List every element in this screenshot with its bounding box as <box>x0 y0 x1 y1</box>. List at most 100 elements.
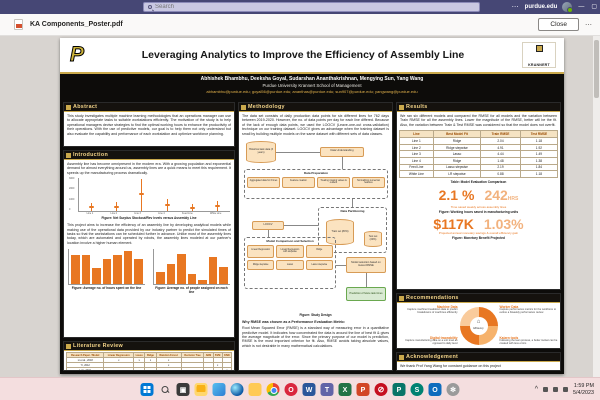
section-bullet-icon <box>66 104 71 110</box>
document-title: KA Components_Poster.pdf <box>30 21 123 28</box>
pdf-file-icon <box>14 19 23 30</box>
list-item: Feature creation <box>282 176 315 188</box>
section-acknowledgement: Acknowledgement We thank Prof Yang Wang … <box>396 352 561 371</box>
photos-icon[interactable] <box>212 382 226 396</box>
authors-band: Abhishek Bhambhu, Deeksha Goyal, Sudarsh… <box>60 74 564 99</box>
task-view-icon[interactable] <box>176 382 190 396</box>
chrome-icon[interactable] <box>266 382 280 396</box>
section-bullet-icon <box>66 343 71 349</box>
folder-icon[interactable] <box>248 382 262 396</box>
violin-x-labels: Line 1 Line 2 Line 3 Line 4 Feed Line White L… <box>78 212 230 215</box>
violin-caption: Figure: Net Surplus Stockout/Rev levels … <box>101 216 197 221</box>
stat-efficiency-gain: 1.03% <box>483 215 524 232</box>
battery-icon[interactable] <box>563 387 569 392</box>
section-bullet-icon <box>399 354 404 360</box>
stat-money-saved: $117K <box>433 215 474 232</box>
search-icon[interactable] <box>159 383 172 396</box>
affiliation: Purdue University Krannert School of Man… <box>262 83 362 88</box>
opera-icon[interactable] <box>284 382 298 396</box>
powerpoint-icon[interactable] <box>356 382 370 396</box>
search-box[interactable] <box>143 2 480 12</box>
settings-icon[interactable] <box>446 382 460 396</box>
study-design-flowchart: Historical task data (3 years) Data Unde… <box>242 139 389 311</box>
results-table-caption: Table: Model Evaluation Comparison <box>450 179 507 184</box>
introduction-text-2: This project aims to increase the effici… <box>67 223 231 245</box>
start-icon[interactable] <box>140 382 154 396</box>
list-item: Normalizing numerical features <box>352 176 385 188</box>
search-input[interactable] <box>155 4 453 10</box>
flow-model-selection: Model selection based on lowest RMSE <box>346 256 386 273</box>
poster-body: Abstract This study investigates multipl… <box>60 99 564 374</box>
purdue-logo: P <box>69 43 85 67</box>
section-introduction: Introduction Assembly line has become om… <box>63 150 235 338</box>
recommendation-kaizen-tools: Kaizen tools Following the lean process,… <box>499 336 558 346</box>
rmse-text: Root Mean Squared Error (RMSE) is a stan… <box>242 326 389 348</box>
more-options-icon[interactable]: ⋯ <box>511 4 520 11</box>
gold-rule <box>60 72 564 74</box>
list-item: Line 4 <box>158 212 165 216</box>
recommendation-cycle-diagram: ⌂ Efficiency <box>459 306 498 345</box>
list-item: Lasso <box>276 259 304 271</box>
section-results: Results We ran six different models and … <box>396 102 561 290</box>
list-item: Line 1 <box>86 212 94 216</box>
introduction-text-1: Assembly line has become omnipresent in … <box>67 162 231 175</box>
defender-icon[interactable] <box>374 382 388 396</box>
section-bullet-icon <box>66 152 71 158</box>
section-bullet-icon <box>241 104 246 110</box>
system-tray: ^ 1:59 PM 5/4/2023 <box>535 378 594 400</box>
stat-hours-saved: 242 <box>484 186 508 203</box>
vertical-scrollbar[interactable] <box>593 36 600 377</box>
publisher-icon[interactable] <box>392 382 406 396</box>
document-more-icon[interactable]: ⋯ <box>585 21 592 29</box>
model-boxes: Linear Regression Linear Regression with … <box>245 243 335 273</box>
list-item: Ridge <box>305 244 333 258</box>
people-bars <box>153 249 230 285</box>
file-explorer-icon[interactable] <box>194 382 208 396</box>
stat-percent-saved: 2.1 % <box>438 186 475 203</box>
tray-chevron-up-icon[interactable]: ^ <box>534 386 539 393</box>
taskbar-clock[interactable]: 1:59 PM 5/4/2023 <box>573 383 594 397</box>
krannert-logo: KRANNERT SCHOOL OF MANAGEMENT <box>522 42 556 85</box>
maximize-icon[interactable]: ▢ <box>591 4 597 10</box>
close-button[interactable]: Close <box>538 18 579 31</box>
list-item: Feed Line <box>182 212 193 216</box>
violin-figure: 3000 2000 1000 0 Line 1 Line 2 Line 3 Line 4 Fe… <box>64 177 234 221</box>
section-literature-review: Literature Review Research Paper / Model… <box>63 341 235 371</box>
list-item: Treating missing values & outliers <box>317 176 350 188</box>
clock-date: 5/4/2023 <box>573 389 594 396</box>
poster-header: P Leveraging Analytics to Improve the Ef… <box>60 38 564 85</box>
scrollbar-thumb[interactable] <box>594 40 599 98</box>
author-emails: abhambhu@purdue.edu; goyal56@purdue.edu;… <box>206 89 418 94</box>
poster-title: Leveraging Analytics to Improve the Effi… <box>141 49 465 61</box>
sway-icon[interactable] <box>410 382 424 396</box>
violin-plot: 3000 2000 1000 0 <box>69 177 230 213</box>
flow-data-preparation: Data Preparation Aggregated data for 6 l… <box>244 168 388 199</box>
list-item: White Line <box>210 212 222 216</box>
flow-train-set: Train set (80%) <box>326 218 354 245</box>
edge-icon[interactable] <box>230 382 244 396</box>
minimize-icon[interactable]: — <box>578 4 585 10</box>
money-caption: Figure: Monetary Benefit Projected <box>452 235 505 240</box>
list-item: Line 2 <box>110 212 118 216</box>
outlook-icon[interactable] <box>428 382 442 396</box>
account-label[interactable]: purdue.edu <box>524 4 558 10</box>
stats-2-subcaption: Projected annual monetary savings & over… <box>438 230 519 235</box>
list-item: Lasso stepwise <box>305 259 333 271</box>
network-icon[interactable] <box>543 387 549 392</box>
list-item: Ridge stepwise <box>247 259 275 271</box>
flow-source-database: Historical task data (3 years) <box>246 140 276 163</box>
list-item: Linear Regression <box>247 244 275 258</box>
section-methodology: Methodology The data set consists of dai… <box>238 102 393 371</box>
stats-1-subcaption: Time saved weekly across assembly lines <box>450 204 507 209</box>
author-names: Abhishek Bhambhu, Deeksha Goyal, Sudarsh… <box>200 76 424 82</box>
volume-icon[interactable] <box>553 387 559 392</box>
results-table: Line Best Model Fit Train RMSE Test RMSE Lin… <box>397 129 560 179</box>
flow-data-understanding: Data Understanding <box>320 146 364 157</box>
word-icon[interactable] <box>302 382 316 396</box>
excel-icon[interactable] <box>338 382 352 396</box>
teams-icon[interactable] <box>320 382 334 396</box>
taskbar: ^ 1:59 PM 5/4/2023 <box>0 377 600 400</box>
avatar[interactable] <box>562 2 574 13</box>
clock-time: 1:59 PM <box>573 382 594 389</box>
taskbar-icons <box>140 382 460 396</box>
